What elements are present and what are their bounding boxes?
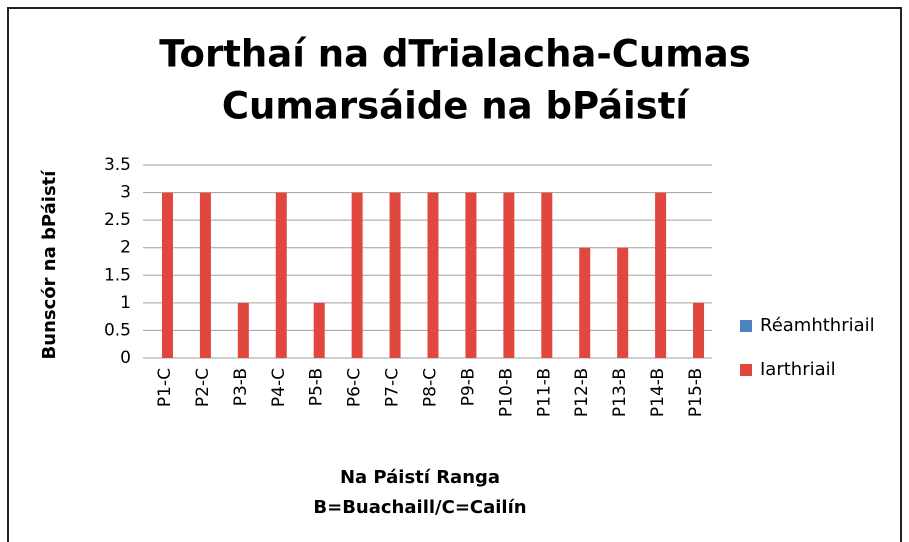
bar xyxy=(199,192,211,358)
y-tick-label: 1 xyxy=(120,293,131,313)
x-tick-label: P1-C xyxy=(155,368,175,407)
y-tick-label: 3.5 xyxy=(104,155,131,175)
y-tick-label: 2.5 xyxy=(104,210,131,230)
x-axis-label: Na Páistí Ranga xyxy=(340,467,500,488)
bar xyxy=(313,302,325,358)
legend-label: Réamhthriail xyxy=(760,315,875,336)
x-tick-label: P12-B xyxy=(572,368,592,417)
y-tick-label: 1.5 xyxy=(104,265,131,285)
x-tick-label: P3-B xyxy=(231,368,251,406)
bar xyxy=(275,192,287,358)
x-tick-label: P2-C xyxy=(193,368,213,407)
bar xyxy=(617,247,629,358)
bar xyxy=(427,192,439,358)
y-tick-label: 3 xyxy=(120,183,131,203)
x-tick-label: P14-B xyxy=(648,368,668,417)
chart-title: Cumarsáide na bPáistí xyxy=(222,85,691,128)
bar xyxy=(389,192,401,358)
bar xyxy=(465,192,477,358)
bar xyxy=(351,192,363,358)
bar xyxy=(655,192,667,358)
y-tick-label: 0.5 xyxy=(104,320,131,340)
legend-swatch xyxy=(740,364,752,376)
chart-title: Torthaí na dTrialacha-Cumas xyxy=(159,33,751,76)
y-tick-label: 2 xyxy=(120,238,131,258)
x-tick-label: P6-C xyxy=(345,368,365,407)
x-tick-label: P4-C xyxy=(269,368,289,407)
x-tick-label: P9-B xyxy=(458,368,478,406)
bar xyxy=(579,247,591,358)
bar xyxy=(541,192,553,358)
x-tick-label: P5-B xyxy=(307,368,327,406)
bar xyxy=(503,192,515,358)
legend-label: Iarthriail xyxy=(760,359,836,380)
y-axis-label: Bunscór na bPáistí xyxy=(39,170,60,360)
x-axis-label: B=Buachaill/C=Cailín xyxy=(313,497,526,518)
x-tick-label: P11-B xyxy=(534,368,554,417)
x-tick-label: P8-C xyxy=(421,368,441,407)
bar xyxy=(693,302,705,358)
x-tick-label: P15-B xyxy=(686,368,706,417)
legend-swatch xyxy=(740,320,752,332)
bar xyxy=(161,192,173,358)
x-tick-label: P13-B xyxy=(610,368,630,417)
x-tick-label: P10-B xyxy=(496,368,516,417)
y-tick-label: 0 xyxy=(120,348,131,368)
x-tick-label: P7-C xyxy=(383,368,403,407)
bar xyxy=(237,302,249,358)
